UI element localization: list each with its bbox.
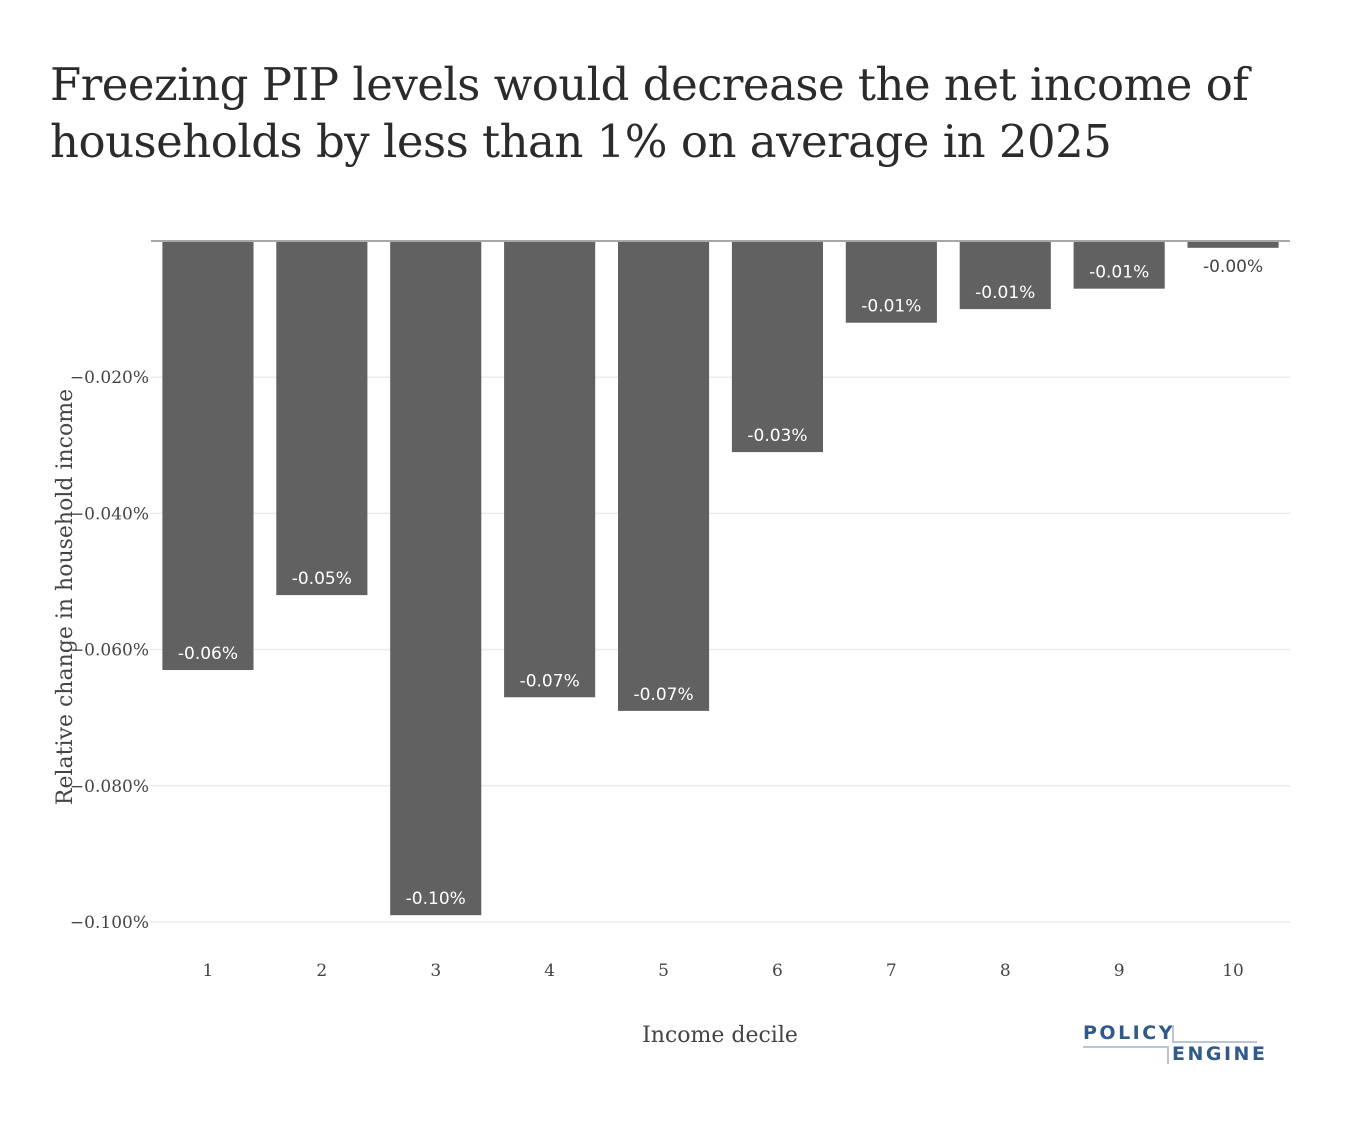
y-tick-labels: −0.020% −0.040% −0.060% −0.080% −0.100%	[70, 368, 149, 933]
chart-title: Freezing PIP levels would decrease the n…	[50, 58, 1249, 168]
bar-decile-2	[276, 241, 368, 596]
bar-decile-7	[845, 241, 937, 323]
x-tick-label: 3	[430, 961, 441, 981]
bar-data-label: -0.00%	[1203, 257, 1263, 277]
bar-decile-9	[1073, 241, 1165, 289]
bar-data-label: -0.07%	[633, 685, 693, 705]
bar-data-label: -0.07%	[520, 671, 580, 691]
bar-data-label: -0.05%	[292, 569, 352, 589]
bars	[162, 241, 1279, 916]
bar-data-label: -0.10%	[406, 889, 466, 909]
x-tick-label: 10	[1222, 961, 1244, 981]
logo-line	[1172, 1041, 1257, 1043]
logo-word-policy: POLICY	[1083, 1022, 1175, 1044]
y-tick-label: −0.020%	[70, 368, 149, 388]
y-tick-label: −0.060%	[70, 641, 149, 661]
x-tick-labels: 1 2 3 4 5 6 7 8 9 10	[203, 961, 1244, 981]
logo-line	[1172, 1025, 1174, 1043]
logo-line	[1167, 1046, 1169, 1064]
bar-decile-6	[731, 241, 824, 453]
x-tick-label: 1	[203, 961, 214, 981]
bar-decile-8	[959, 241, 1051, 310]
logo-word-engine: ENGINE	[1172, 1043, 1268, 1065]
bar-data-labels: -0.06% -0.05% -0.10% -0.07% -0.07% -0.03% -0.0…	[178, 257, 1263, 909]
bar-data-label: -0.01%	[975, 283, 1035, 303]
y-tick-label: −0.100%	[70, 913, 149, 933]
x-tick-label: 8	[1000, 961, 1011, 981]
bar-data-label: -0.01%	[861, 297, 921, 317]
bar-decile-5	[617, 241, 710, 711]
bar-decile-4	[504, 241, 596, 698]
bar-data-label: -0.06%	[178, 644, 238, 664]
bar-data-label: -0.03%	[747, 426, 807, 446]
bar-decile-1	[162, 241, 254, 671]
bar-decile-3	[390, 241, 482, 916]
logo-line	[1083, 1046, 1169, 1048]
bar-decile-10	[1187, 241, 1279, 248]
y-axis-title: Relative change in household income	[53, 389, 78, 805]
x-tick-label: 7	[886, 961, 897, 981]
x-tick-label: 5	[658, 961, 669, 981]
x-tick-label: 4	[544, 961, 555, 981]
x-tick-label: 2	[316, 961, 327, 981]
policyengine-logo: POLICY ENGINE	[1083, 1022, 1265, 1066]
y-tick-label: −0.040%	[70, 504, 149, 524]
y-tick-label: −0.080%	[70, 777, 149, 797]
x-tick-label: 9	[1114, 961, 1125, 981]
x-tick-label: 6	[772, 961, 783, 981]
bar-data-label: -0.01%	[1089, 263, 1149, 283]
x-axis-title: Income decile	[642, 1023, 798, 1048]
